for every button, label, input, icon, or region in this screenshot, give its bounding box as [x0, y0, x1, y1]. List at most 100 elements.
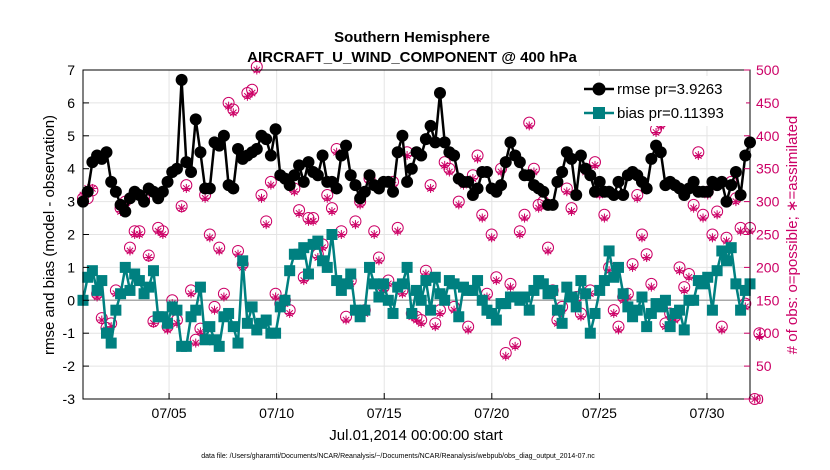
bias-point [321, 261, 333, 273]
bias-point [147, 265, 159, 277]
obs-assimilated-point [712, 210, 722, 220]
bias-point [612, 261, 624, 273]
obs-assimilated-point [224, 101, 234, 111]
obs-assimilated-point [477, 213, 487, 223]
obs-assimilated-stroke [394, 227, 402, 235]
rmse-point [499, 156, 512, 169]
rmse-point [293, 159, 306, 172]
bias-point [561, 281, 573, 293]
rmse-point [391, 146, 404, 159]
rmse-point [363, 169, 376, 182]
rmse-point [156, 185, 169, 198]
rmse-point [81, 185, 94, 198]
obs-assimilated-stroke [286, 309, 294, 317]
obs-assimilated-point [228, 108, 238, 118]
bias-point [594, 284, 606, 296]
obs-assimilated-stroke [262, 221, 270, 229]
obs-assimilated-stroke [436, 309, 444, 317]
rmse-point [513, 156, 526, 169]
obs-assimilated-stroke [643, 253, 651, 262]
obs-assimilated-point [463, 325, 473, 335]
obs-assimilated-point [426, 183, 436, 193]
bias-point [617, 288, 629, 300]
bias-point [349, 304, 361, 316]
obs-assimilated-point [444, 167, 454, 177]
rmse-point [687, 175, 700, 188]
bias-point [697, 278, 709, 290]
rmse-point [617, 189, 630, 202]
left-tick-label: 3 [67, 194, 75, 210]
bias-point [551, 304, 563, 316]
bias-point [575, 275, 587, 287]
rmse-point [448, 149, 461, 162]
obs-assimilated-stroke [328, 207, 336, 216]
right-tick-label: 400 [756, 128, 780, 144]
rmse-point [401, 175, 414, 188]
rmse-point [570, 189, 583, 202]
obs-assimilated-point [177, 203, 187, 213]
obs-assimilated-stroke [525, 122, 533, 130]
right-tick-label: 200 [756, 259, 780, 275]
bias-point [706, 304, 718, 316]
rmse-point [424, 119, 437, 132]
bias-point [124, 284, 136, 296]
rmse-point [739, 149, 752, 162]
bias-point [260, 314, 272, 326]
rmse-point [260, 133, 273, 146]
obs-assimilated-point [646, 282, 656, 292]
x-tick-label: 07/05 [152, 405, 187, 421]
obs-assimilated-point [186, 289, 196, 299]
bias-point [96, 275, 108, 287]
rmse-point [161, 175, 174, 188]
bias-point [608, 271, 620, 283]
bias-point [589, 307, 601, 319]
bias-point [331, 275, 343, 287]
bias-point [523, 304, 535, 316]
bias-point [86, 265, 98, 277]
obs-assimilated-point [473, 154, 483, 164]
rmse-point [645, 152, 658, 165]
obs-assimilated-point [430, 322, 440, 332]
bias-point [659, 294, 671, 306]
rmse-point [288, 169, 301, 182]
obs-assimilated-stroke [694, 152, 702, 160]
bias-point [556, 317, 568, 329]
rmse-point [340, 139, 353, 152]
rmse-point [387, 185, 400, 198]
y-axis-label-left: rmse and bias (model - observation) [41, 115, 58, 355]
obs-assimilated-point [261, 220, 271, 230]
obs-assimilated-point [440, 160, 450, 170]
bias-point [143, 281, 155, 293]
obs-assimilated-stroke [187, 290, 195, 298]
bias-point [387, 307, 399, 319]
obs-assimilated-stroke [182, 184, 190, 192]
obs-assimilated-stroke [201, 194, 209, 202]
right-tick-label: 450 [756, 95, 780, 111]
obs-assimilated-stroke [600, 214, 608, 222]
bias-point [519, 291, 531, 303]
obs-assimilated-point [393, 226, 403, 236]
obs-assimilated-stroke [690, 204, 698, 212]
obs-assimilated-point [515, 230, 525, 239]
bias-point [82, 271, 94, 283]
rmse-point [100, 146, 113, 159]
rmse-point [302, 156, 315, 169]
legend-rmse-marker [592, 82, 606, 96]
bias-point [716, 245, 728, 257]
rmse-point [415, 149, 428, 162]
rmse-point [715, 175, 728, 188]
bias-point [241, 317, 253, 329]
bias-point [359, 304, 371, 316]
bias-point [119, 261, 131, 273]
x-tick-label: 07/20 [474, 405, 509, 421]
obs-assimilated-stroke [488, 234, 496, 242]
bias-point [133, 275, 145, 287]
obs-assimilated-stroke [751, 395, 759, 403]
rmse-point [734, 189, 747, 202]
rmse-point [109, 185, 122, 198]
bias-point [725, 242, 737, 254]
obs-assimilated-stroke [398, 290, 406, 298]
rmse-point [194, 146, 207, 159]
bias-point [180, 340, 192, 352]
